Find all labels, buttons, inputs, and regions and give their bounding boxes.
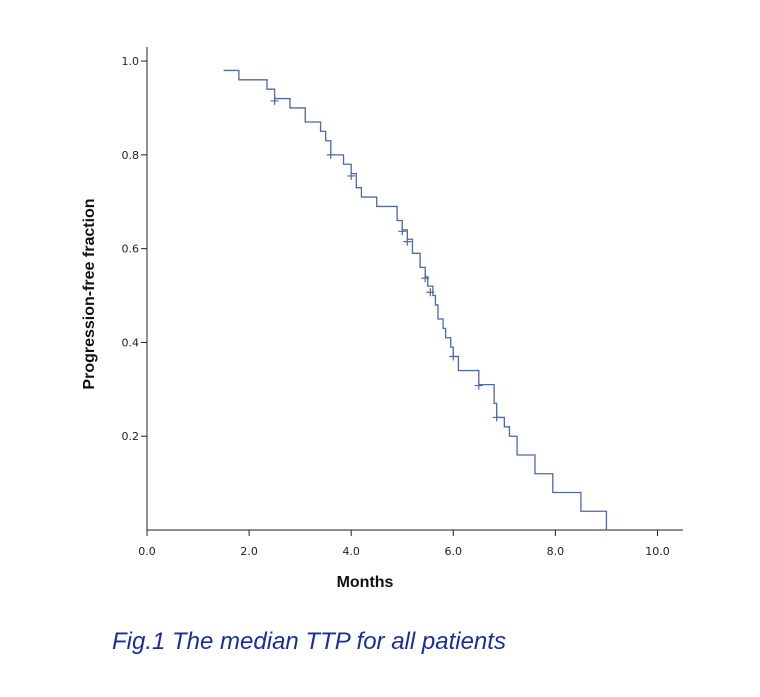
- censor-mark: [403, 237, 412, 246]
- censor-mark: [492, 413, 501, 422]
- survival-step-line: [223, 69, 608, 530]
- censor-mark: [326, 150, 335, 159]
- y-tick-label: 0.8: [122, 149, 140, 162]
- censor-mark: [449, 352, 458, 361]
- x-axis-title: Months: [337, 574, 394, 591]
- y-tick-label: 0.4: [122, 336, 140, 349]
- censor-mark: [270, 96, 279, 105]
- y-tick-label: 1.0: [122, 55, 140, 68]
- y-tick-label: 0.6: [122, 243, 140, 256]
- x-axis: 0.0 2.0 4.0 6.0 8.0 10.0: [138, 529, 683, 558]
- censor-mark: [421, 274, 430, 283]
- x-tick-label: 0.0: [138, 545, 156, 558]
- km-chart: 0.2 0.4 0.6 0.8 1.0 0.0 2.0 4.0 6.0 8.0 10.0 Mont…: [81, 47, 683, 591]
- censor-mark: [347, 171, 356, 180]
- censor-mark: [426, 288, 435, 297]
- censor-mark: [474, 381, 483, 390]
- censor-marks: [270, 96, 501, 422]
- y-axis: 0.2 0.4 0.6 0.8 1.0: [122, 47, 148, 530]
- survival-curve: [223, 69, 608, 530]
- censor-mark: [398, 227, 407, 236]
- x-tick-label: 6.0: [445, 545, 463, 558]
- x-tick-label: 2.0: [240, 545, 258, 558]
- y-tick-label: 0.2: [122, 430, 140, 443]
- x-tick-label: 4.0: [342, 545, 360, 558]
- x-tick-label: 10.0: [645, 545, 670, 558]
- figure-caption: Fig.1 The median TTP for all patients: [112, 628, 506, 655]
- x-tick-label: 8.0: [547, 545, 565, 558]
- y-axis-title: Progression-free fraction: [81, 198, 98, 389]
